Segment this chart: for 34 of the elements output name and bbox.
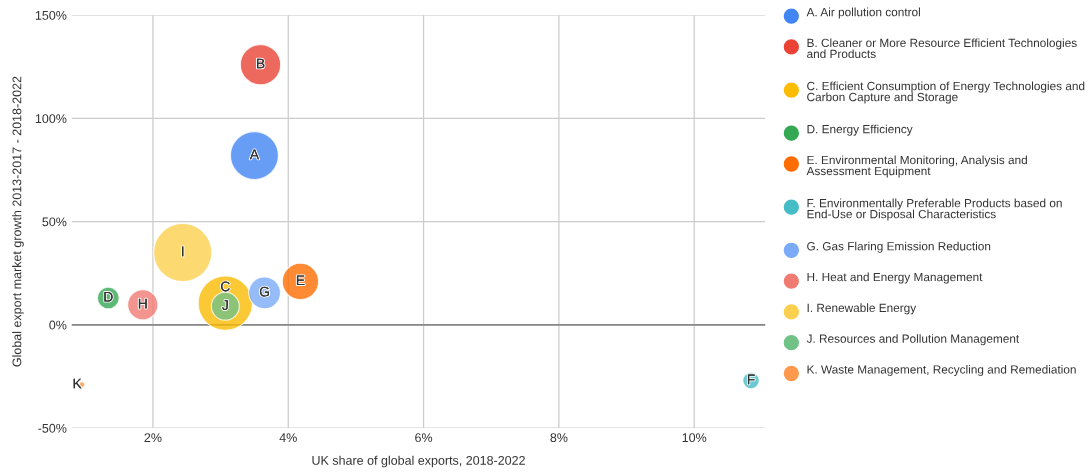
legend-label: H. Heat and Energy Management [807, 272, 983, 284]
annotation: J [222, 300, 228, 310]
legend-label: C. Efficient Consumption of Energy Technologies and Carbon Capture and Storage [807, 81, 1085, 104]
annotation: G [259, 286, 269, 297]
y-tick-label: 0% [49, 320, 67, 330]
annotation: K [73, 378, 82, 389]
x-tick-label: 2% [144, 433, 162, 443]
x-tick-label: 4% [279, 433, 297, 443]
x-tick-label: 6% [415, 433, 433, 443]
legend-label: E. Environmental Monitoring, Analysis and Assessment Equipment [806, 155, 1027, 178]
annotation: A [249, 149, 260, 160]
legend-label: G. Gas Flaring Emission Reduction [807, 241, 991, 253]
y-tick-label: 50% [42, 217, 67, 227]
annotation: H [138, 298, 147, 309]
x-tick-label: 8% [550, 433, 568, 443]
legend-label: A. Air pollution control [806, 7, 920, 19]
x-axis-title: UK share of global exports, 2018-2022 [312, 455, 525, 468]
legend-label: B. Cleaner or More Resource Efficient Technologies and Products [807, 38, 1077, 59]
legend-label: D. Energy Efficiency [807, 124, 913, 136]
y-tick-label: 100% [35, 114, 67, 124]
annotation: I [182, 246, 184, 257]
annotation: E [296, 275, 305, 286]
y-axis-title: Global export market growth 2013-2017 - 2018-2022 [12, 76, 24, 367]
annotation: B [257, 58, 265, 69]
legend-label: F. Environmentally Preferable Products based on End-Use or Disposal Characteristics [807, 198, 1062, 221]
legend-label: K. Waste Management, Recycling and Remediation [807, 364, 1076, 376]
x-tick-label: 10% [682, 433, 707, 443]
y-tick-label: -50% [38, 423, 67, 433]
annotation: F [747, 374, 755, 385]
legend-label: J. Resources and Pollution Management [806, 334, 1020, 346]
legend-label: I. Renewable Energy [807, 303, 917, 315]
annotation: C [221, 281, 230, 292]
y-tick-label: 150% [35, 10, 67, 20]
annotation: D [104, 292, 113, 302]
